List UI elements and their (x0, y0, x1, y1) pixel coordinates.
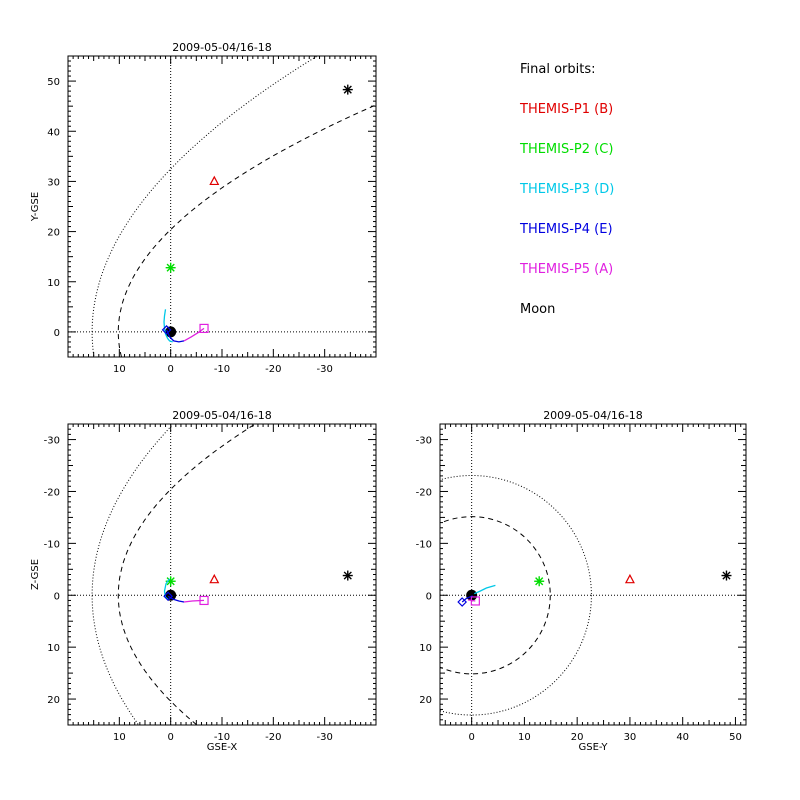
plot-area (68, 424, 376, 725)
legend: Final orbits: THEMIS-P1 (B) THEMIS-P2 (C… (520, 62, 760, 342)
plot-frame (439, 423, 747, 726)
marker-diamond (161, 325, 172, 335)
orbit-track-3 (163, 309, 173, 343)
x-tick-label: 10 (518, 732, 531, 743)
plot-frame (67, 423, 377, 726)
marker-triangle (209, 175, 220, 186)
bow-shock-circle (440, 475, 592, 716)
x-tick-label: 50 (729, 732, 742, 743)
marker-diamond (163, 591, 173, 602)
legend-item-p4: THEMIS-P4 (E) (520, 222, 613, 237)
marker-star-d2 (166, 263, 175, 272)
y-tick-label: 0 (54, 591, 60, 602)
marker-star (165, 262, 176, 273)
marker-asterisk-d2 (343, 85, 352, 94)
panel-1: 10 0 -10 -20 -30 0 10 20 30 40 50 2009-05-04/16-18 Y… (30, 41, 377, 375)
y-axis-label: Z-GSE (30, 559, 41, 590)
y-tick-label: 40 (47, 127, 60, 138)
orbit-track-3 (474, 584, 496, 595)
y-tick-label: -10 (44, 539, 60, 550)
x-tick-label: 20 (571, 732, 584, 743)
y-tick-label: 50 (47, 77, 60, 88)
marker-diamond (457, 597, 468, 607)
magnetopause-curve (117, 104, 376, 357)
x-tick-label: 40 (676, 732, 689, 743)
marker-star (534, 576, 545, 587)
y-tick-label: 0 (426, 591, 432, 602)
x-tick-label: -10 (214, 732, 230, 743)
marker-triangle (624, 573, 635, 584)
x-tick-label: 30 (624, 732, 637, 743)
panel-title: 2009-05-04/16-18 (172, 41, 272, 54)
orbit-track-4 (461, 595, 473, 603)
legend-item-p3: THEMIS-P3 (D) (520, 182, 615, 197)
y-tick-label: 20 (419, 695, 432, 706)
y-tick-label: 10 (47, 278, 60, 289)
marker-star-d2 (166, 577, 175, 586)
legend-item-p5: THEMIS-P5 (A) (520, 262, 614, 277)
y-tick-label: 20 (47, 695, 60, 706)
x-tick-label: -20 (265, 732, 281, 743)
marker-square (470, 596, 480, 606)
y-tick-label: 0 (54, 328, 60, 339)
earth-marker (165, 326, 177, 338)
legend-item-p1: THEMIS-P1 (B) (520, 102, 614, 117)
x-tick-label: -30 (316, 364, 332, 375)
y-tick-label: 10 (419, 643, 432, 654)
bow-shock-curve (91, 56, 319, 357)
y-tick-label: -10 (416, 539, 432, 550)
magnetopause-curve (117, 424, 257, 725)
marker-asterisk (342, 570, 353, 581)
y-tick-label: 30 (47, 177, 60, 188)
marker-square (199, 323, 209, 334)
x-tick-label: 0 (468, 732, 474, 743)
legend-item-moon: Moon (520, 302, 556, 317)
marker-star-d2 (535, 577, 544, 586)
plot-area (68, 56, 376, 357)
marker-asterisk (342, 84, 353, 95)
marker-asterisk (721, 570, 732, 581)
panel-title: 2009-05-04/16-18 (172, 409, 272, 422)
panel-3: 0 10 20 30 40 50 20 10 0 -10 -20 -30 2009-05-04/16-1… (416, 409, 747, 753)
y-tick-label: 20 (47, 228, 60, 239)
magnetopause-circle (440, 516, 551, 675)
x-axis-label: GSE-Y (579, 742, 609, 753)
legend-title: Final orbits: (520, 62, 596, 77)
y-tick-label: -30 (416, 436, 432, 447)
legend-item-p2: THEMIS-P2 (C) (520, 142, 614, 157)
x-tick-label: 10 (113, 364, 126, 375)
x-tick-label: -30 (316, 732, 332, 743)
x-tick-label: 10 (113, 732, 126, 743)
y-axis-label: Y-GSE (30, 192, 41, 222)
marker-asterisk-d2 (343, 571, 352, 580)
y-tick-label: -20 (416, 487, 432, 498)
panel-2: 10 0 -10 -20 -30 20 10 0 -10 -20 -30 2009-05-04/16-… (30, 409, 377, 753)
y-tick-label: 10 (47, 643, 60, 654)
marker-square (199, 595, 209, 606)
x-tick-label: 0 (167, 732, 173, 743)
orbit-track-5 (183, 327, 205, 342)
x-tick-label: -20 (265, 364, 281, 375)
plot-frame (67, 55, 377, 358)
panel-title: 2009-05-04/16-18 (543, 409, 643, 422)
x-axis-label: GSE-X (207, 742, 238, 753)
orbit-track-5 (183, 599, 205, 603)
bow-shock-curve (91, 424, 174, 725)
y-tick-label: -30 (44, 436, 60, 447)
marker-triangle (209, 573, 220, 584)
orbit-track-4 (166, 329, 185, 343)
marker-asterisk-d2 (722, 571, 731, 580)
plot-area (440, 424, 746, 725)
y-tick-label: -20 (44, 487, 60, 498)
x-tick-label: -10 (214, 364, 230, 375)
x-tick-label: 0 (167, 364, 173, 375)
